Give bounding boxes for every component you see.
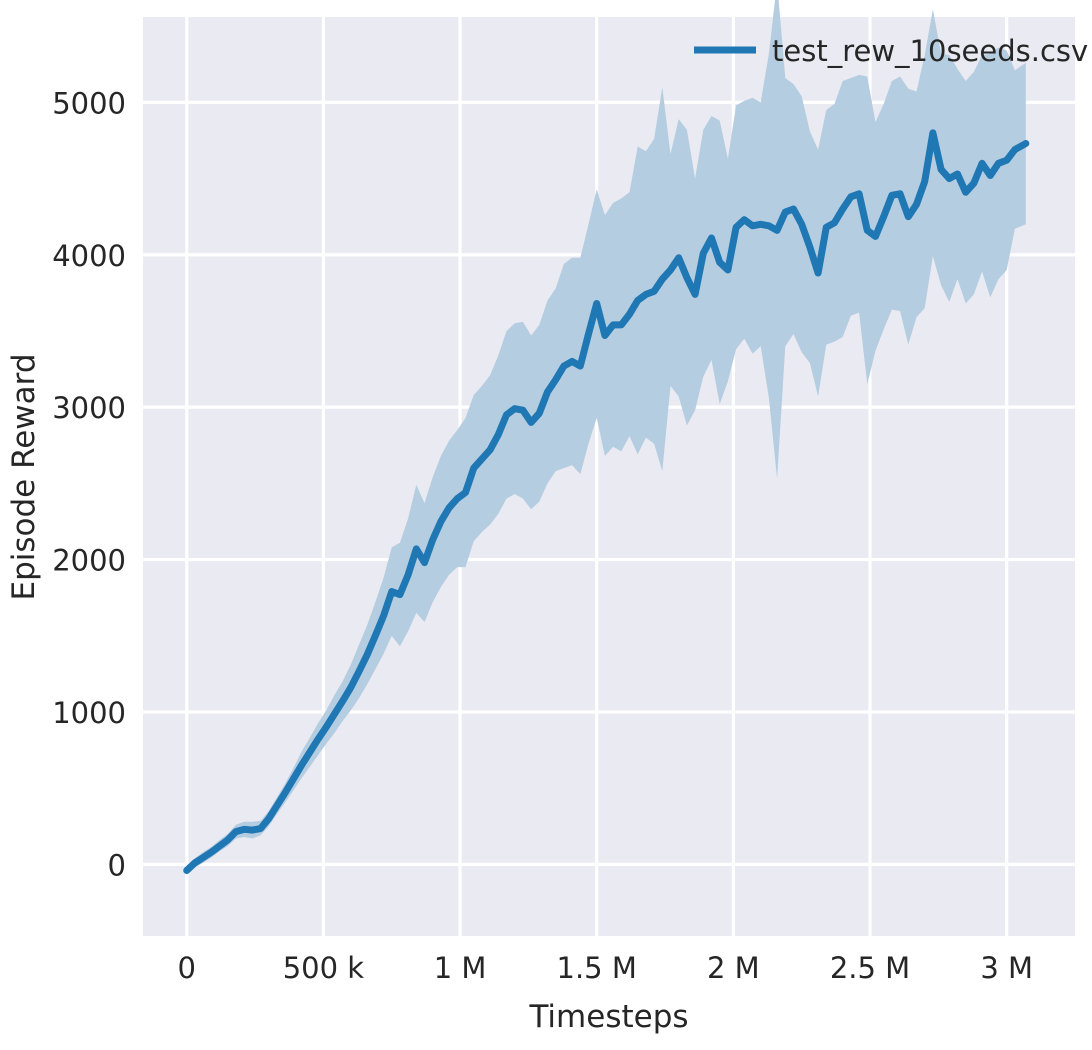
series-line-test-rew-10seeds [183,129,1030,874]
x-tick-label: 2 M [707,951,760,985]
y-tick-label: 1000 [52,696,126,730]
y-tick-label: 0 [108,848,126,882]
mean-line [183,129,1030,874]
x-tick-label: 500 k [283,951,365,985]
y-tick-label: 2000 [52,544,126,578]
band-polygon [186,0,1026,876]
legend[interactable]: test_rew_10seeds.csv [694,34,1088,68]
x-axis-title: Timesteps [528,999,688,1035]
x-tick-label: 1 M [434,951,487,985]
y-tick-labels: 0 1000 2000 3000 4000 5000 [52,86,126,882]
y-tick-label: 5000 [52,86,126,120]
legend-entry-label: test_rew_10seeds.csv [772,34,1088,68]
confidence-band [186,0,1026,876]
y-tick-label: 4000 [52,239,126,273]
x-tick-labels: 0 500 k 1 M 1.5 M 2 M 2.5 M 3 M [178,951,1034,985]
x-tick-label: 1.5 M [557,951,637,985]
x-tick-label: 3 M [980,951,1033,985]
x-tick-label: 0 [178,951,196,985]
y-tick-label: 3000 [52,391,126,425]
x-tick-label: 2.5 M [830,951,910,985]
y-axis-title: Episode Reward [6,353,42,600]
